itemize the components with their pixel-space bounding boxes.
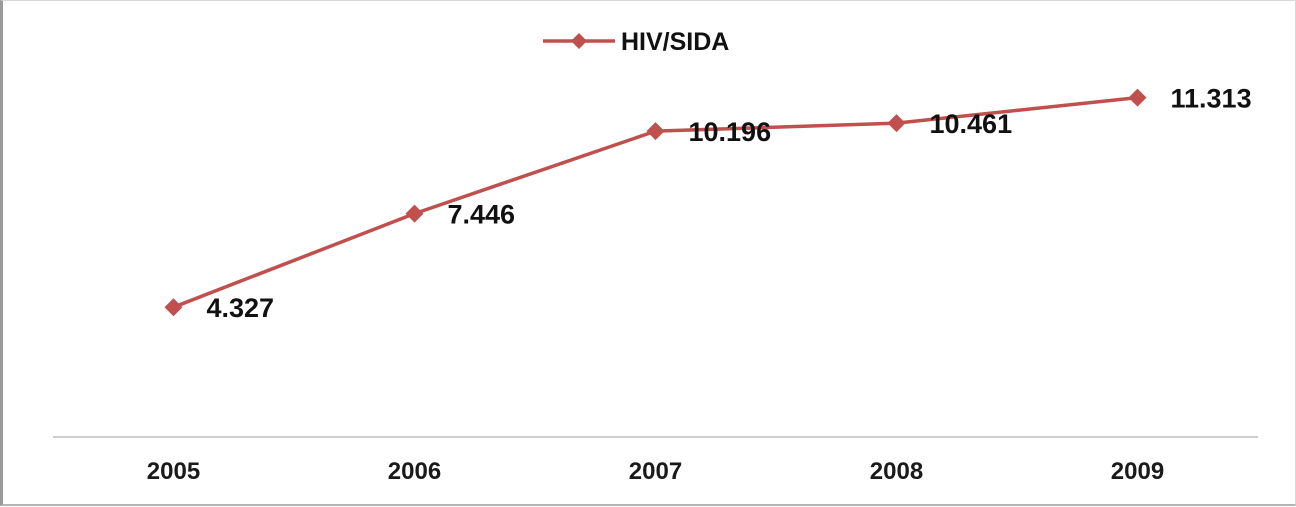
x-tick-label-2006: 2006	[388, 458, 441, 485]
data-label-2005: 4.327	[207, 293, 275, 323]
x-tick-label-2005: 2005	[147, 458, 200, 485]
data-label-2006: 7.446	[448, 200, 516, 230]
x-tick-label-2008: 2008	[870, 458, 923, 485]
data-point-2008	[887, 114, 906, 133]
data-label-2009: 11.313	[1171, 84, 1252, 114]
legend-marker-diamond	[571, 33, 587, 49]
data-label-2008: 10.461	[930, 109, 1013, 139]
data-point-2007	[646, 122, 665, 141]
data-label-2007: 10.196	[689, 117, 772, 147]
x-axis-tick-labels: 2005 2006 2007 2008 2009	[147, 458, 1164, 485]
data-point-2009	[1128, 88, 1147, 107]
series-hiv-sida: 4.327 7.446 10.196 10.461 11.313	[164, 84, 1252, 323]
legend: HIV/SIDA	[543, 28, 729, 56]
data-point-2006	[405, 204, 424, 223]
data-point-2005	[164, 298, 183, 317]
line-chart: HIV/SIDA 2005 2006 2007 2008 2009 4.327 7.446…	[53, 28, 1258, 485]
x-tick-label-2007: 2007	[629, 458, 682, 485]
legend-label: HIV/SIDA	[621, 28, 729, 56]
x-tick-label-2009: 2009	[1111, 458, 1164, 485]
